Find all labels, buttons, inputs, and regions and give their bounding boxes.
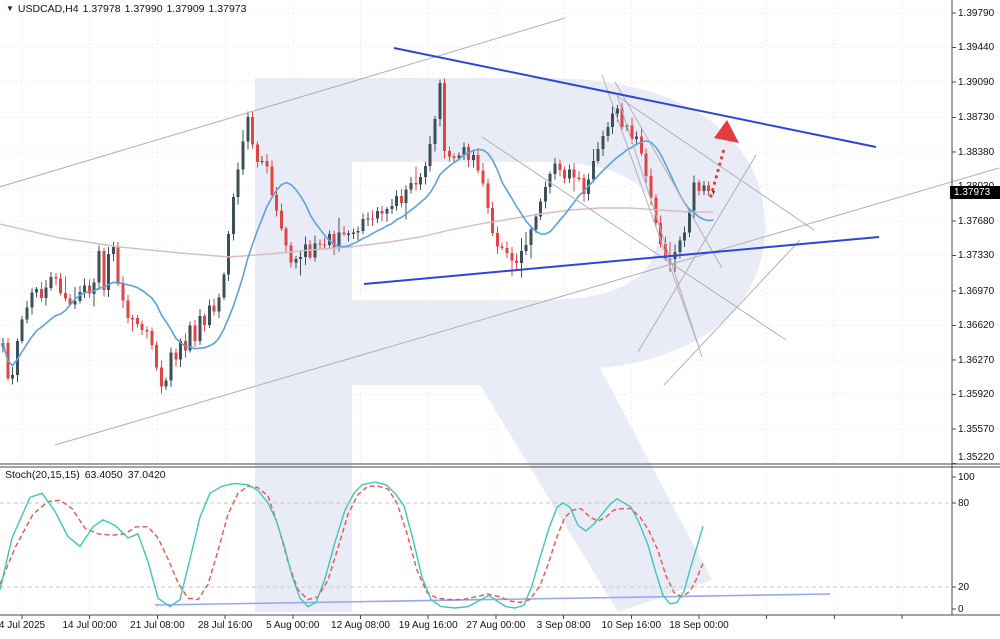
current-price-tag: 1.37973 bbox=[950, 185, 1000, 199]
price-axis-label: 1.37680 bbox=[958, 215, 995, 227]
stoch-scale-label: 0 bbox=[958, 603, 964, 615]
gray-trendline[interactable] bbox=[663, 239, 801, 386]
time-axis-label: 21 Jul 08:00 bbox=[130, 620, 185, 631]
ohlc-high: 1.37990 bbox=[124, 3, 163, 15]
panel-borders bbox=[0, 0, 1000, 619]
time-axis-label: 19 Aug 16:00 bbox=[398, 620, 458, 631]
price-axis-label: 1.38730 bbox=[958, 112, 995, 123]
ohlc-low: 1.37909 bbox=[166, 3, 205, 15]
price-axis-label: 1.35570 bbox=[958, 423, 995, 435]
time-axis-label: 18 Sep 00:00 bbox=[669, 620, 729, 631]
price-axis-label: 1.36620 bbox=[958, 320, 995, 331]
gray-trendline[interactable] bbox=[481, 136, 787, 341]
gray-trendline[interactable] bbox=[601, 74, 699, 346]
watermark-logo bbox=[255, 78, 765, 612]
price-axis-label: 1.35220 bbox=[958, 451, 995, 463]
chart-header: ▼ USDCAD,H4 1.37978 1.37990 1.37909 1.37973 bbox=[6, 3, 250, 15]
indicator-label: Stoch(20,15,15) 63.4050 37.0420 bbox=[5, 469, 171, 481]
stoch-scale-label: 80 bbox=[958, 497, 970, 509]
price-axis-label: 1.39090 bbox=[958, 76, 995, 88]
ohlc-close: 1.37973 bbox=[208, 3, 247, 15]
time-axis-label: 10 Sep 16:00 bbox=[601, 620, 662, 631]
blue-trendline[interactable] bbox=[363, 236, 880, 285]
ohlc-open: 1.37978 bbox=[82, 3, 121, 15]
ohlc-marker-icon: ▼ bbox=[6, 4, 14, 13]
price-axis-label: 1.36970 bbox=[958, 285, 995, 297]
price-axis-label: 1.38380 bbox=[958, 146, 995, 158]
projection-arrow[interactable] bbox=[709, 120, 739, 198]
gray-trendline[interactable] bbox=[616, 95, 815, 231]
time-axis-label: 5 Aug 00:00 bbox=[266, 620, 320, 631]
time-axis-label: 4 Jul 2025 bbox=[0, 620, 46, 631]
gray-trendline[interactable] bbox=[614, 81, 723, 269]
ma-fast-line bbox=[2, 140, 714, 367]
gray-trendline[interactable] bbox=[616, 94, 703, 358]
time-axis-label: 27 Aug 00:00 bbox=[466, 620, 526, 631]
ma-slow-line bbox=[0, 207, 713, 258]
price-axis-label: 1.39790 bbox=[958, 7, 995, 19]
stoch-scale-label: 100 bbox=[958, 471, 975, 483]
time-axis-label: 12 Aug 08:00 bbox=[331, 620, 390, 631]
gray-trendline[interactable] bbox=[54, 167, 1000, 446]
time-axis-label: 28 Jul 16:00 bbox=[197, 620, 253, 631]
blue-trendline[interactable] bbox=[393, 47, 877, 148]
stoch-k-line bbox=[0, 481, 704, 609]
time-axis-label: 14 Jul 00:00 bbox=[62, 620, 117, 631]
stoch-trendline[interactable] bbox=[154, 593, 831, 606]
indicator-name: Stoch(20,15,15) bbox=[5, 469, 80, 481]
price-axis-label: 1.37330 bbox=[958, 250, 995, 261]
time-axis-label: 3 Sep 08:00 bbox=[536, 620, 591, 631]
current-price-value: 1.37973 bbox=[954, 186, 991, 198]
price-axis-label: 1.35920 bbox=[958, 389, 995, 400]
gray-trendline[interactable] bbox=[0, 17, 566, 188]
stoch-scale-label: 20 bbox=[958, 581, 970, 593]
indicator-k-value: 63.4050 bbox=[84, 469, 123, 481]
indicator-d-value: 37.0420 bbox=[127, 469, 166, 481]
symbol-timeframe: USDCAD,H4 bbox=[17, 3, 79, 15]
price-axis-label: 1.39440 bbox=[958, 42, 995, 53]
price-axis-label: 1.36270 bbox=[958, 354, 995, 366]
